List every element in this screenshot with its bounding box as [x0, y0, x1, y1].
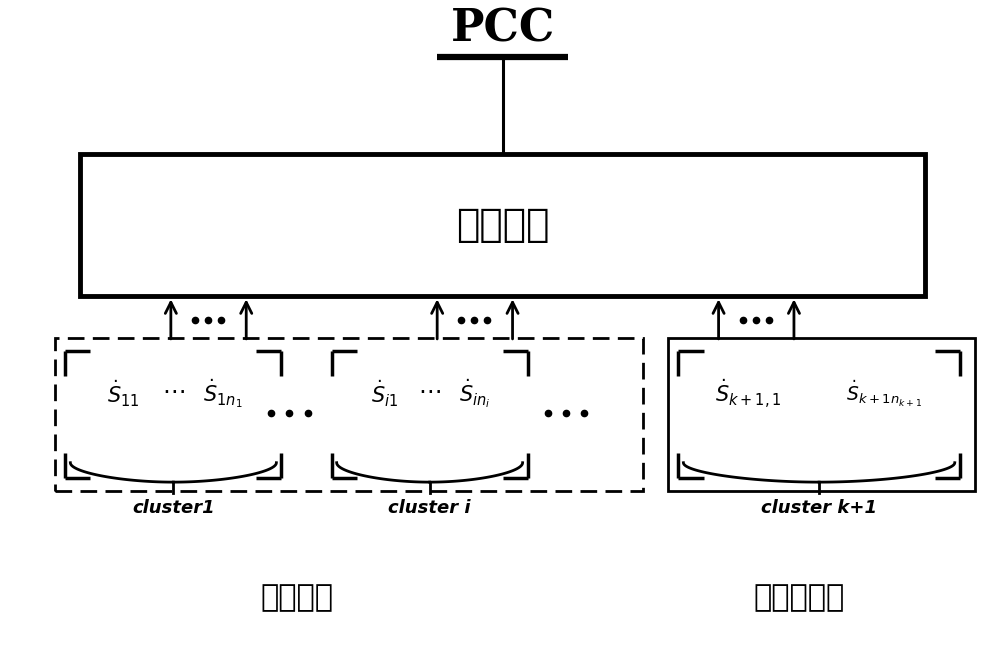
- Text: 纯负荷节点: 纯负荷节点: [754, 583, 844, 612]
- Bar: [55, 338, 643, 491]
- Text: 光伏节点: 光伏节点: [260, 583, 333, 612]
- Text: $\dot{S}_{1n_1}$: $\dot{S}_{1n_1}$: [203, 377, 243, 410]
- Bar: [668, 338, 975, 491]
- Text: PCC: PCC: [450, 7, 555, 50]
- Text: $\dot{S}_{i1}$: $\dot{S}_{i1}$: [371, 378, 398, 408]
- Text: $\dot{S}_{k+1n_{k+1}}$: $\dot{S}_{k+1n_{k+1}}$: [846, 379, 922, 408]
- Text: cluster i: cluster i: [388, 499, 471, 517]
- Text: cluster1: cluster1: [132, 499, 215, 517]
- Text: $\dot{S}_{in_i}$: $\dot{S}_{in_i}$: [459, 377, 490, 410]
- Bar: [80, 154, 925, 297]
- Text: $\cdots$: $\cdots$: [162, 378, 185, 402]
- Text: $\dot{S}_{11}$: $\dot{S}_{11}$: [108, 378, 140, 408]
- Text: 配电网络: 配电网络: [455, 207, 550, 244]
- Text: $\cdots$: $\cdots$: [418, 378, 441, 402]
- Text: $\dot{S}_{k+1,1}$: $\dot{S}_{k+1,1}$: [716, 377, 782, 410]
- Text: cluster k+1: cluster k+1: [761, 499, 877, 517]
